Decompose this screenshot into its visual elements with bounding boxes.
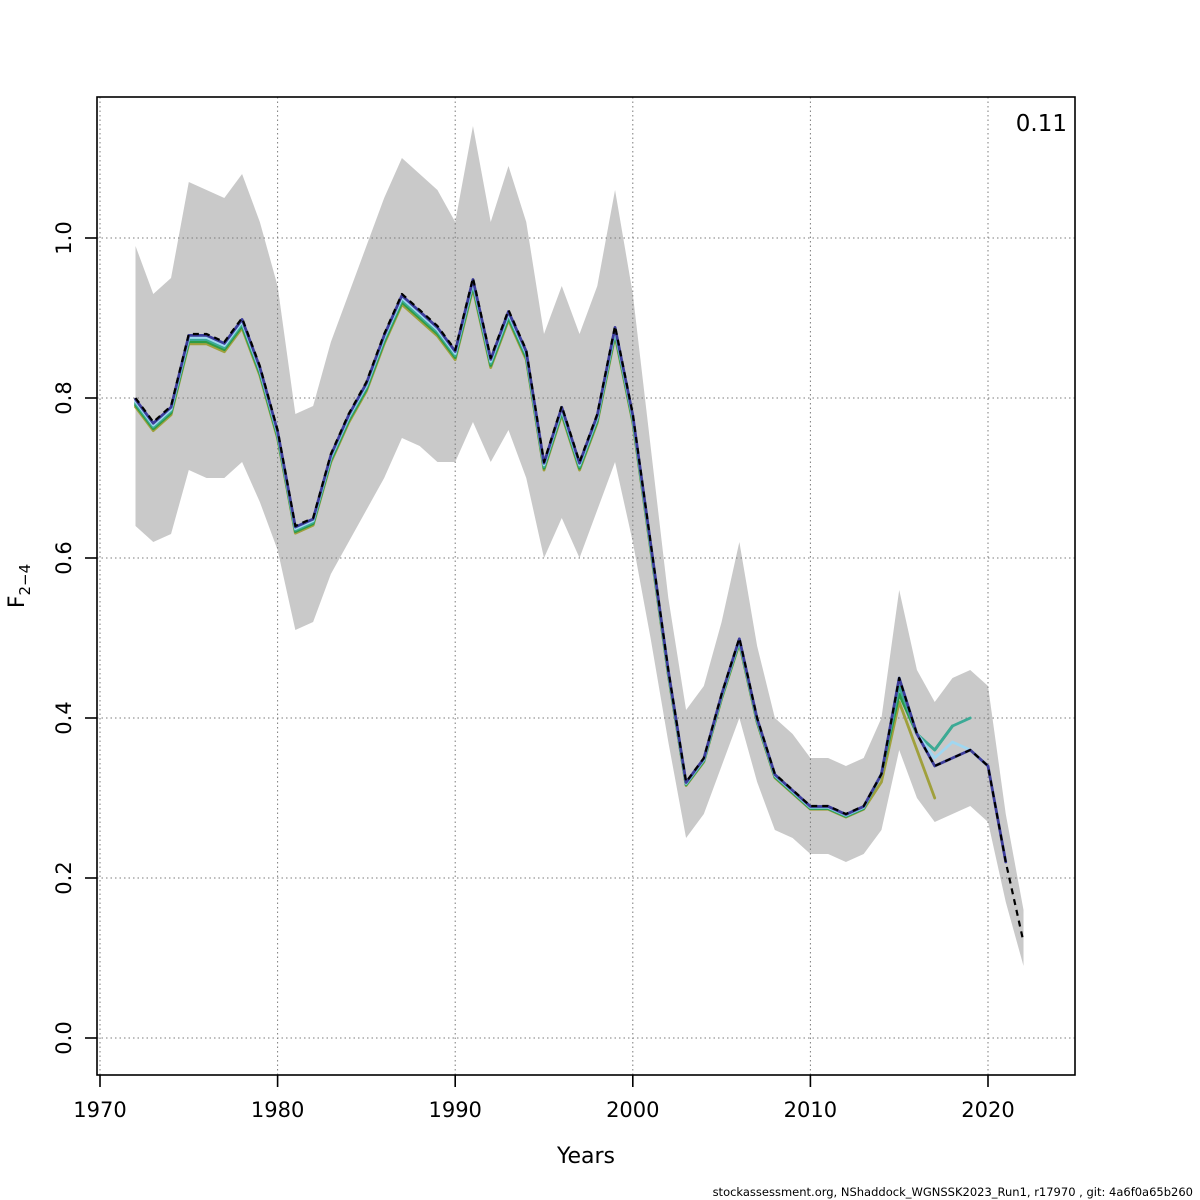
x-tick-label-1990: 1990	[428, 1098, 481, 1122]
plot-area: 1970 1980 1990 2000 2010 2020 0.0 0.2 0.4 0.6 0.8 1…	[52, 97, 1075, 1122]
corner-value: 0.11	[1016, 111, 1067, 137]
y-tick-label-0.6: 0.6	[52, 541, 76, 574]
y-tick-label-0.8: 0.8	[52, 381, 76, 414]
confidence-band	[135, 126, 1024, 966]
x-tick-label-2000: 2000	[606, 1098, 659, 1122]
y-tick-label-0.4: 0.4	[52, 701, 76, 734]
x-tick-label-2010: 2010	[784, 1098, 837, 1122]
y-axis-label: F2−4	[5, 564, 34, 608]
x-tick-label-2020: 2020	[961, 1098, 1014, 1122]
y-tick-label-0.2: 0.2	[52, 861, 76, 894]
x-tick-label-1980: 1980	[251, 1098, 304, 1122]
y-tick-label-1.0: 1.0	[52, 221, 76, 254]
x-axis-label: Years	[556, 1144, 615, 1169]
main-fbar-line	[134, 276, 1025, 943]
y-axis-label-base: F	[5, 596, 30, 609]
plot-border	[96, 96, 1076, 1076]
x-tick-label-1970: 1970	[73, 1098, 126, 1122]
y-tick-label-0.0: 0.0	[52, 1021, 76, 1054]
footer-text: stockassessment.org, NShaddock_WGNSSK202…	[713, 1185, 1193, 1199]
y-axis-label-subscript: 2−4	[16, 564, 34, 596]
